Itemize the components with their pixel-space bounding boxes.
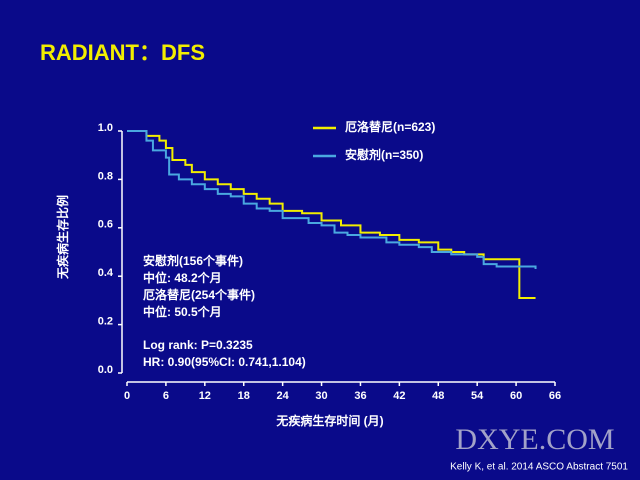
annotation: 安慰剂(156个事件) bbox=[143, 253, 243, 268]
citation: Kelly K, et al. 2014 ASCO Abstract 7501 bbox=[450, 462, 628, 473]
x-tick-label: 18 bbox=[238, 390, 250, 402]
x-tick-label: 48 bbox=[432, 390, 444, 402]
legend-label: 安慰剂(n=350) bbox=[345, 147, 423, 162]
y-tick-label: 0.8 bbox=[98, 170, 113, 182]
annotation: 厄洛替尼(254个事件) bbox=[143, 287, 255, 302]
annotation: HR: 0.90(95%CI: 0.741,1.104) bbox=[143, 355, 306, 369]
legend-label: 厄洛替尼(n=623) bbox=[345, 119, 435, 134]
x-tick-label: 30 bbox=[315, 390, 327, 402]
x-tick-label: 60 bbox=[510, 390, 522, 402]
watermark: DXYE.COM bbox=[455, 423, 614, 456]
y-tick-label: 0.6 bbox=[98, 219, 113, 231]
x-tick-label: 42 bbox=[393, 390, 405, 402]
survival-curve bbox=[127, 130, 536, 299]
x-tick-label: 6 bbox=[163, 390, 169, 402]
survival-curve bbox=[127, 130, 537, 269]
chart-title: RADIANT：DFS bbox=[40, 40, 205, 65]
x-tick-label: 24 bbox=[277, 390, 290, 402]
y-tick-label: 1.0 bbox=[98, 122, 113, 134]
x-tick-label: 0 bbox=[124, 390, 130, 402]
y-tick-label: 0.2 bbox=[98, 316, 113, 328]
x-tick-label: 36 bbox=[354, 390, 366, 402]
x-tick-label: 66 bbox=[549, 390, 561, 402]
x-tick-label: 12 bbox=[199, 390, 211, 402]
y-tick-label: 0.4 bbox=[98, 267, 114, 279]
x-tick-label: 54 bbox=[471, 390, 484, 402]
y-tick-label: 0.0 bbox=[98, 364, 113, 376]
annotation: 中位: 48.2个月 bbox=[143, 270, 222, 285]
annotation: 中位: 50.5个月 bbox=[143, 304, 222, 319]
y-axis-label: 无疾病生存比例 bbox=[55, 195, 70, 280]
annotation: Log rank: P=0.3235 bbox=[143, 338, 253, 352]
x-axis-label: 无疾病生存时间 (月) bbox=[275, 413, 383, 428]
